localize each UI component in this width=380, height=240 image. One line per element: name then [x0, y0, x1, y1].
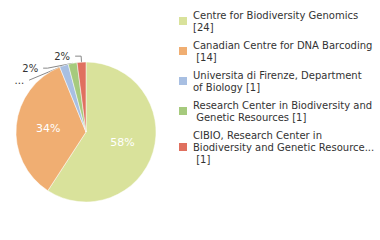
- svg-text:...: ...: [15, 75, 25, 86]
- svg-text:Centre for Biodiversity Genomi: Centre for Biodiversity Genomics: [193, 10, 361, 21]
- svg-text:Research Center in Biodiversit: Research Center in Biodiversity and: [193, 100, 372, 111]
- svg-text:2%: 2%: [54, 51, 70, 62]
- svg-text:Canadian Centre for DNA Barcod: Canadian Centre for DNA Barcoding: [193, 40, 372, 51]
- svg-text:[24]: [24]: [193, 22, 214, 33]
- svg-text:2%: 2%: [22, 63, 38, 74]
- svg-text:of Biology [1]: of Biology [1]: [193, 82, 260, 93]
- svg-text:Biodiversity and Genetic Resou: Biodiversity and Genetic Resource...: [193, 142, 374, 153]
- svg-text:[1]: [1]: [193, 154, 210, 165]
- svg-text:Universita di Firenze, Departm: Universita di Firenze, Department: [193, 70, 365, 81]
- svg-text:CIBIO, Research Center in: CIBIO, Research Center in: [193, 130, 325, 141]
- svg-text:34%: 34%: [36, 122, 60, 135]
- svg-text:Genetic Resources [1]: Genetic Resources [1]: [193, 112, 306, 123]
- svg-text:58%: 58%: [110, 136, 134, 149]
- svg-text:[14]: [14]: [193, 52, 217, 63]
